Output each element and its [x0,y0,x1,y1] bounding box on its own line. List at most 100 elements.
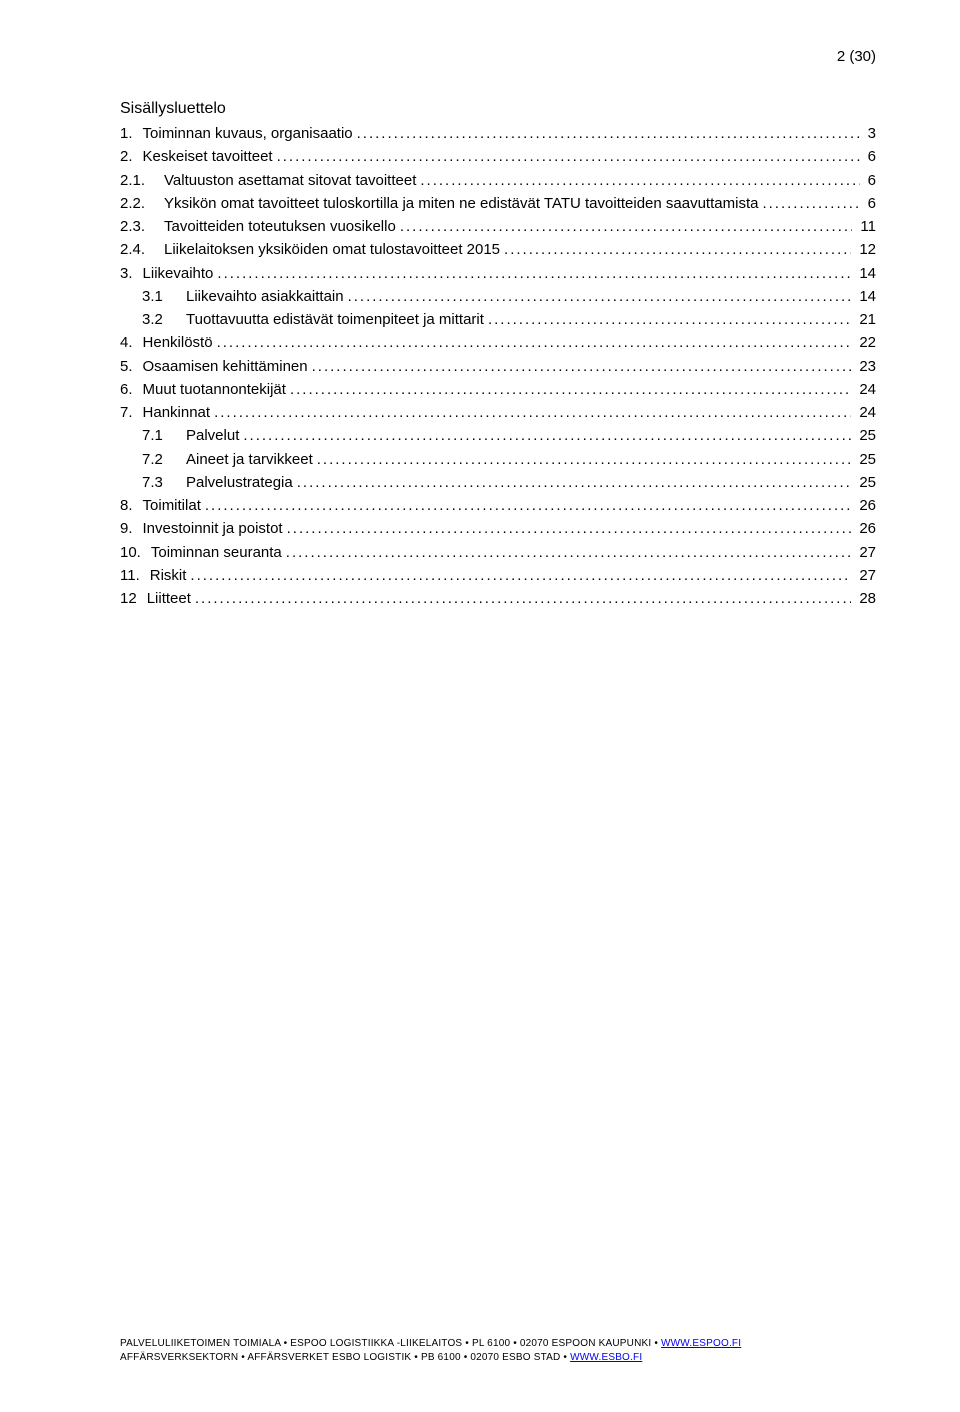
toc-row[interactable]: 3.2Tuottavuutta edistävät toimenpiteet j… [120,308,876,331]
toc-row[interactable]: 2.2.Yksikön omat tavoitteet tuloskortill… [120,192,876,215]
toc-number: 11. [120,564,150,587]
toc-page: 27 [855,564,876,587]
toc-leader-dots [504,238,851,261]
toc-row[interactable]: 2.1.Valtuuston asettamat sitovat tavoitt… [120,169,876,192]
toc-leader-dots [420,169,859,192]
toc-number: 7. [120,401,143,424]
toc-page: 6 [864,145,876,168]
toc-label: Investoinnit ja poistot [143,517,283,540]
toc-number: 2.1. [120,169,164,192]
footer-link-esbo[interactable]: WWW.ESBO.FI [570,1352,642,1363]
toc-label: Toiminnan kuvaus, organisaatio [143,122,353,145]
toc-row[interactable]: 7.3 Palvelustrategia 25 [120,471,876,494]
toc-page: 26 [855,494,876,517]
toc-leader-dots [190,564,851,587]
toc-leader-dots [317,448,852,471]
toc-row[interactable]: 3.1Liikevaihto asiakkaittain 14 [120,285,876,308]
toc-leader-dots [762,192,859,215]
footer: PALVELULIIKETOIMEN TOIMIALA • ESPOO LOGI… [120,1337,741,1364]
toc-page: 25 [855,471,876,494]
toc-label: Toimitilat [143,494,201,517]
toc-page: 25 [855,424,876,447]
toc-number: 7.2 [142,448,186,471]
toc-number: 5. [120,355,143,378]
toc-page: 3 [864,122,876,145]
toc-number: 8. [120,494,143,517]
toc-row[interactable]: 7.Hankinnat 24 [120,401,876,424]
toc-label: Henkilöstö [143,331,213,354]
toc-row[interactable]: 10.Toiminnan seuranta27 [120,541,876,564]
toc-label: Tuottavuutta edistävät toimenpiteet ja m… [186,308,484,331]
toc-page: 24 [855,401,876,424]
toc-label: Palvelut [186,424,239,447]
toc-row[interactable]: 1.Toiminnan kuvaus, organisaatio 3 [120,122,876,145]
toc-label: Yksikön omat tavoitteet tuloskortilla ja… [164,192,758,215]
toc-page: 25 [855,448,876,471]
toc-row[interactable]: 6.Muut tuotannontekijät 24 [120,378,876,401]
toc-leader-dots [290,378,851,401]
toc-label: Liitteet [147,587,191,610]
toc-page: 14 [855,285,876,308]
toc-row[interactable]: 9.Investoinnit ja poistot26 [120,517,876,540]
toc-page: 24 [855,378,876,401]
toc-row[interactable]: 2.4. Liikelaitoksen yksiköiden omat tulo… [120,238,876,261]
toc-row[interactable]: 5.Osaamisen kehittäminen23 [120,355,876,378]
toc-leader-dots [205,494,851,517]
toc-row[interactable]: 11.Riskit 27 [120,564,876,587]
footer-text: AFFÄRSVERKSEKTORN • AFFÄRSVERKET ESBO LO… [120,1352,570,1363]
toc-label: Liikevaihto asiakkaittain [186,285,344,308]
toc-page: 26 [855,517,876,540]
toc-leader-dots [312,355,852,378]
toc-label: Riskit [150,564,187,587]
toc-page: 22 [855,331,876,354]
toc-row[interactable]: 2.Keskeiset tavoitteet 6 [120,145,876,168]
toc-number: 7.3 [142,471,186,494]
toc-leader-dots [214,401,851,424]
toc-leader-dots [488,308,851,331]
toc-number: 3. [120,262,143,285]
toc-page: 21 [855,308,876,331]
toc-number: 12 [120,587,147,610]
toc-leader-dots [286,541,852,564]
toc-row[interactable]: 4.Henkilöstö 22 [120,331,876,354]
toc-leader-dots [277,145,860,168]
toc-leader-dots [217,262,851,285]
toc-row[interactable]: 7.2 Aineet ja tarvikkeet25 [120,448,876,471]
toc-number: 6. [120,378,143,401]
footer-line-2: AFFÄRSVERKSEKTORN • AFFÄRSVERKET ESBO LO… [120,1351,741,1365]
toc-leader-dots [217,331,852,354]
toc-number: 2.3. [120,215,164,238]
toc-list: 1.Toiminnan kuvaus, organisaatio32.Keske… [120,122,876,610]
toc-number: 1. [120,122,143,145]
toc-row[interactable]: 7.1 Palvelut25 [120,424,876,447]
toc-heading: Sisällysluettelo [120,100,876,118]
toc-page: 12 [855,238,876,261]
toc-label: Hankinnat [143,401,211,424]
toc-label: Osaamisen kehittäminen [143,355,308,378]
toc-number: 3.2 [142,308,186,331]
toc-row[interactable]: 12Liitteet 28 [120,587,876,610]
toc-number: 4. [120,331,143,354]
toc-row[interactable]: 3.Liikevaihto 14 [120,262,876,285]
toc-page: 14 [855,262,876,285]
toc-leader-dots [243,424,851,447]
toc-row[interactable]: 8.Toimitilat 26 [120,494,876,517]
toc-label: Palvelustrategia [186,471,293,494]
toc-row[interactable]: 2.3.Tavoitteiden toteutuksen vuosikello1… [120,215,876,238]
toc-label: Liikevaihto [143,262,214,285]
toc-leader-dots [287,517,852,540]
toc-label: Muut tuotannontekijät [143,378,286,401]
toc-leader-dots [348,285,852,308]
toc-number: 3.1 [142,285,186,308]
toc-number: 2. [120,145,143,168]
toc-page: 27 [855,541,876,564]
toc-leader-dots [400,215,853,238]
toc-page: 6 [864,169,876,192]
toc-leader-dots [195,587,851,610]
toc-page: 28 [855,587,876,610]
toc-leader-dots [357,122,860,145]
toc-label: Toiminnan seuranta [151,541,282,564]
toc-label: Keskeiset tavoitteet [143,145,273,168]
page-number: 2 (30) [837,48,876,65]
footer-link-espoo[interactable]: WWW.ESPOO.FI [661,1338,741,1349]
